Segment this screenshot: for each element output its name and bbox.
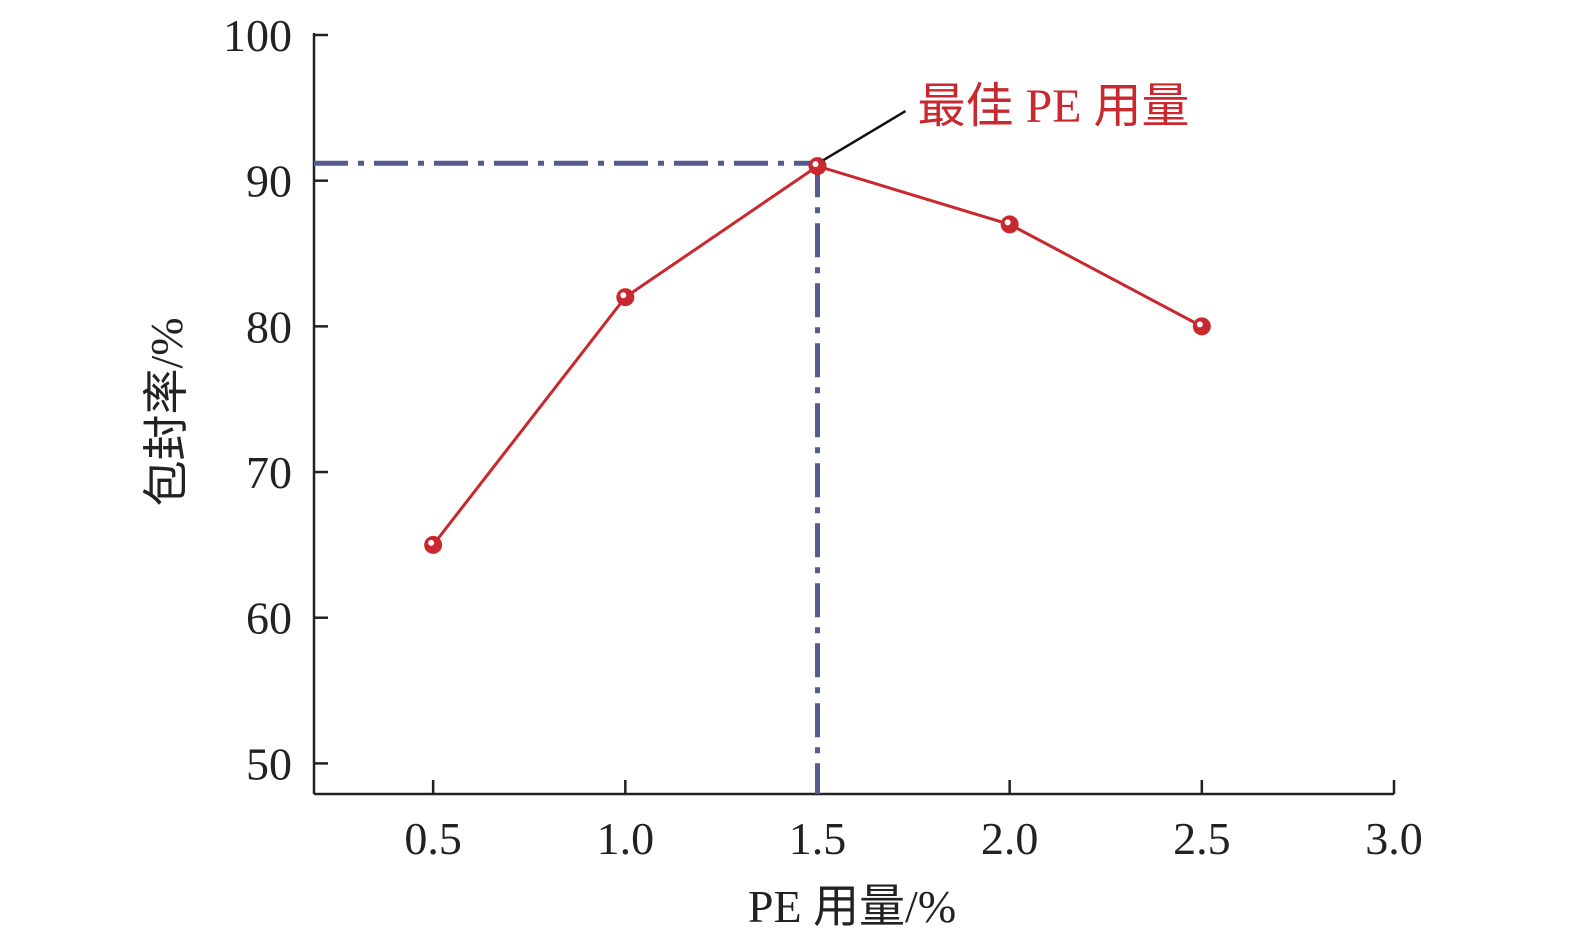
x-tick-label: 1.5 (789, 813, 847, 864)
annotation-label: 最佳 PE 用量 (917, 80, 1189, 133)
x-tick-label: 1.0 (597, 813, 655, 864)
data-point-highlight (1004, 219, 1011, 226)
x-axis-label: PE 用量/% (748, 881, 956, 932)
reference-lines (314, 160, 820, 794)
data-point-highlight (1196, 321, 1203, 328)
y-tick-label: 70 (246, 447, 292, 498)
annotation-leader-line (822, 110, 907, 162)
y-tick-label: 50 (246, 738, 292, 789)
x-tick-label: 0.5 (404, 813, 462, 864)
series-layer (424, 157, 1211, 554)
y-tick-label: 60 (246, 593, 292, 644)
y-tick-label: 80 (246, 301, 292, 352)
axes (312, 33, 1396, 796)
y-tick-label: 100 (223, 10, 292, 61)
data-point-highlight (620, 292, 627, 299)
data-point-highlight (812, 161, 819, 168)
x-tick-label: 3.0 (1365, 813, 1423, 864)
y-tick-label: 90 (246, 156, 292, 207)
x-tick-label: 2.0 (981, 813, 1039, 864)
y-axis-label: 包封率/% (141, 317, 192, 506)
tick-labels: 50 60 70 80 90 100 0.5 1.0 1.5 2.0 2.5 3.0 (223, 10, 1423, 864)
data-point-highlight (428, 539, 435, 546)
x-tick-label: 2.5 (1173, 813, 1231, 864)
